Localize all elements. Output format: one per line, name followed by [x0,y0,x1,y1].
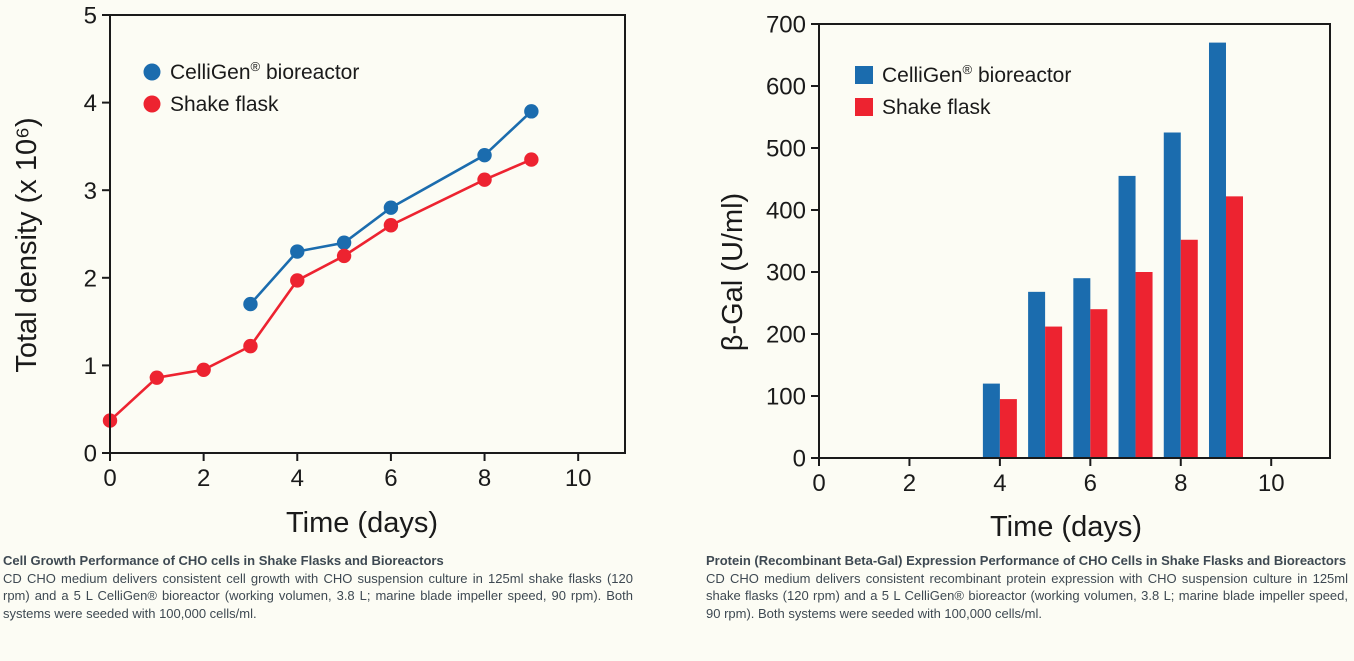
svg-text:2: 2 [903,470,916,497]
bar-bioreactor-day9 [1208,42,1226,458]
svg-text:8: 8 [478,465,491,492]
legend-swatch-shake-flask [855,98,873,116]
bar-bioreactor-day7 [1118,175,1136,458]
svg-text:10: 10 [1258,470,1285,497]
svg-text:300: 300 [766,260,806,287]
svg-text:2: 2 [197,465,210,492]
svg-text:0: 0 [812,470,825,497]
point-shake-flask-day8 [477,172,492,187]
svg-text:6: 6 [384,465,397,492]
beta-gal-figure: 0 2 4 6 8 10 0 100 200 300 400 500 600 700 Time (days)… [700,0,1354,550]
point-shake-flask-day3 [243,338,258,354]
svg-text:4: 4 [993,470,1006,497]
svg-text:200: 200 [766,322,806,349]
legend-label-bioreactor: CelliGen® bioreactor [170,59,359,84]
point-shake-flask-day5 [336,248,352,264]
left-caption: Cell Growth Performance of CHO cells in … [3,552,633,622]
point-bioreactor-day4 [290,244,305,259]
left-caption-body: CD CHO medium delivers consistent cell g… [3,570,633,621]
point-bioreactor-day6 [383,200,399,215]
cell-growth-chart: 0 2 4 6 8 10 0 1 2 3 4 5 Time (days) Total density (x… [11,3,626,539]
point-shake-flask-day2 [196,362,211,377]
point-shake-flask-day6 [383,218,399,233]
bar-shake-flask-day9 [1225,196,1243,459]
svg-text:0: 0 [84,441,97,468]
svg-text:0: 0 [103,465,116,492]
bar-bioreactor-day6 [1073,278,1091,458]
svg-text:8: 8 [1174,470,1187,497]
point-bioreactor-day5 [336,235,352,250]
legend-marker-bioreactor [143,63,161,81]
legend-label-bioreactor: CelliGen® bioreactor [882,62,1071,87]
legend-marker-shake-flask [143,95,161,113]
svg-text:400: 400 [766,198,806,225]
cell-growth-figure: 0 2 4 6 8 10 0 1 2 3 4 5 Time (days) Total density (x… [0,0,660,550]
svg-text:5: 5 [84,3,97,30]
line-bioreactor [249,110,533,305]
point-shake-flask-day1 [149,370,165,385]
bar-shake-flask-day5 [1045,326,1063,458]
right-caption-body: CD CHO medium delivers consistent recomb… [706,570,1348,621]
svg-text:4: 4 [84,90,97,117]
svg-text:0: 0 [793,446,806,473]
plot-frame [109,14,626,454]
svg-text:10: 10 [565,465,592,492]
point-bioreactor-day8 [477,147,492,163]
plot-frame [818,23,1331,459]
right-caption-title: Protein (Recombinant Beta-Gal) Expressio… [706,553,1347,568]
svg-text:6: 6 [1084,470,1097,497]
svg-text:4: 4 [291,465,304,492]
bar-shake-flask-day4 [999,399,1017,458]
svg-text:700: 700 [766,12,806,39]
svg-text:Time (days): Time (days) [990,511,1142,543]
line-shake-flask [109,158,532,422]
bar-shake-flask-day7 [1135,272,1153,458]
svg-text:600: 600 [766,74,806,101]
svg-text:500: 500 [766,136,806,163]
bar-bioreactor-day8 [1163,132,1181,458]
point-shake-flask-day4 [290,273,305,288]
svg-text:β-Gal (U/ml): β-Gal (U/ml) [717,193,749,351]
legend-label-shake-flask: Shake flask [882,96,991,119]
svg-text:Time (days): Time (days) [286,507,438,539]
point-bioreactor-day9 [524,104,539,119]
point-shake-flask-day9 [524,152,539,167]
legend-swatch-bioreactor [855,66,873,84]
svg-text:100: 100 [766,384,806,411]
svg-text:3: 3 [84,178,97,205]
right-caption: Protein (Recombinant Beta-Gal) Expressio… [706,552,1348,622]
bar-bioreactor-day5 [1028,291,1046,458]
legend-label-shake-flask: Shake flask [170,93,279,116]
left-caption-title: Cell Growth Performance of CHO cells in … [3,553,444,568]
point-bioreactor-day3 [243,296,258,312]
svg-text:1: 1 [84,353,97,380]
bar-shake-flask-day6 [1090,309,1108,458]
svg-text:Total density (x 10⁶): Total density (x 10⁶) [11,117,43,372]
bar-shake-flask-day8 [1180,239,1198,458]
svg-text:2: 2 [84,265,97,292]
bar-bioreactor-day4 [982,383,1000,458]
